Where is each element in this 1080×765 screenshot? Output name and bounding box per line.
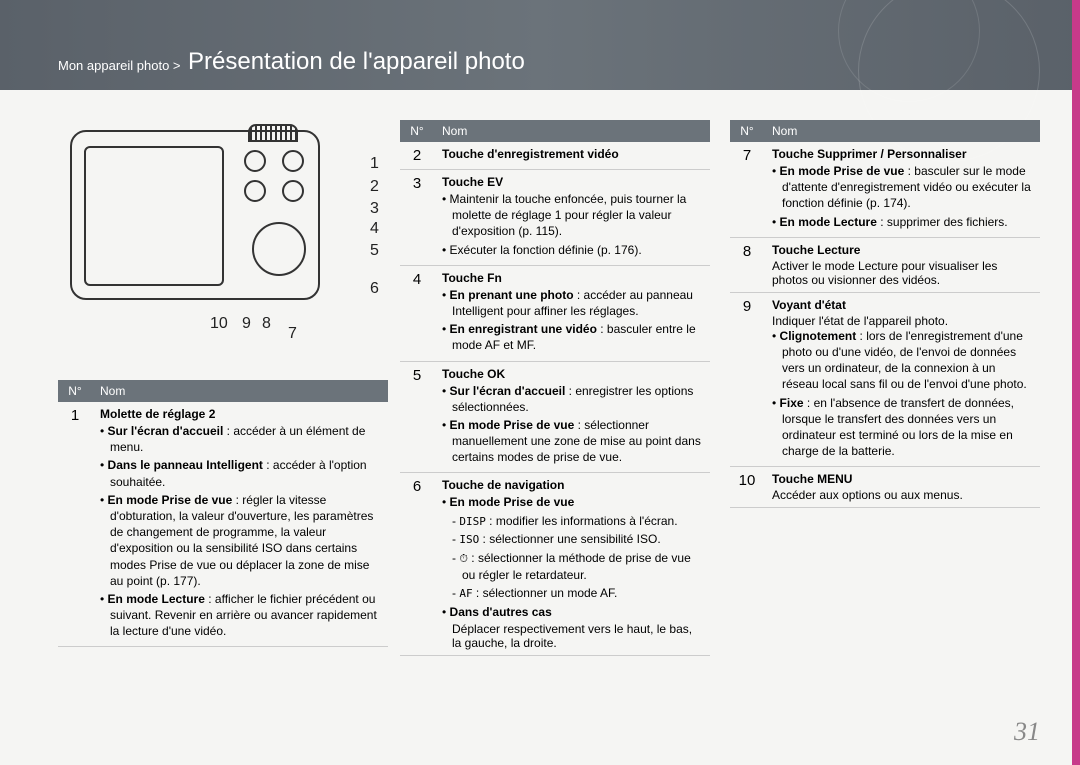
col-header-num: N°: [58, 380, 92, 402]
row-number: 4: [400, 265, 434, 361]
list-item: En mode Prise de vue : sélectionner manu…: [442, 417, 702, 466]
row-number: 1: [58, 402, 92, 647]
col-header-name: Nom: [764, 120, 1040, 142]
table-row: 1 Molette de réglage 2 Sur l'écran d'accue…: [58, 402, 388, 647]
row-content: Molette de réglage 2 Sur l'écran d'accuei…: [92, 402, 388, 647]
row-number: 10: [730, 467, 764, 508]
table-row: 8 Touche Lecture Activer le mode Lecture p…: [730, 237, 1040, 292]
row-title: Touche d'enregistrement vidéo: [442, 147, 702, 161]
callout-5: 5: [370, 242, 379, 260]
row-title: Touche Lecture: [772, 243, 1032, 257]
row-text: Activer le mode Lecture pour visualiser …: [772, 259, 1032, 287]
list-item: Dans d'autres cas: [442, 604, 702, 620]
row-content: Touche Supprimer / Personnaliser En mode …: [764, 142, 1040, 237]
table-row: 10 Touche MENU Accéder aux options ou aux …: [730, 467, 1040, 508]
row-text: Déplacer respectivement vers le haut, le…: [442, 622, 702, 650]
table-row: 2 Touche d'enregistrement vidéo: [400, 142, 710, 170]
list-item: En enregistrant une vidéo : basculer ent…: [442, 321, 702, 353]
callout-4: 4: [370, 220, 379, 238]
col-header-name: Nom: [434, 120, 710, 142]
sub-item: ⏱ : sélectionner la méthode de prise de …: [442, 550, 702, 583]
row-title: Touche Fn: [442, 271, 702, 285]
callout-6: 6: [370, 280, 379, 298]
row-content: Voyant d'état Indiquer l'état de l'appare…: [764, 292, 1040, 467]
row-number: 2: [400, 142, 434, 170]
row-number: 6: [400, 473, 434, 656]
row-text: Indiquer l'état de l'appareil photo.: [772, 314, 1032, 328]
callout-3: 3: [370, 200, 379, 218]
camera-button: [244, 150, 266, 172]
side-accent: [1072, 0, 1080, 765]
list-item: Dans le panneau Intelligent : accéder à …: [100, 457, 380, 489]
table-row: 6 Touche de navigation En mode Prise de vu…: [400, 473, 710, 656]
row-title: Touche MENU: [772, 472, 1032, 486]
row-number: 8: [730, 237, 764, 292]
col-header-num: N°: [730, 120, 764, 142]
table-row: 9 Voyant d'état Indiquer l'état de l'appar…: [730, 292, 1040, 467]
camera-button: [282, 180, 304, 202]
callout-8: 8: [262, 315, 271, 333]
row-content: Touche Fn En prenant une photo : accéder …: [434, 265, 710, 361]
page-title: Présentation de l'appareil photo: [188, 48, 525, 76]
list-item: Clignotement : lors de l'enregistrement …: [772, 328, 1032, 393]
list-item: Sur l'écran d'accueil : enregistrer les …: [442, 383, 702, 415]
list-item: En mode Prise de vue : basculer sur le m…: [772, 163, 1032, 212]
camera-dial: [248, 124, 298, 142]
callout-1: 1: [370, 155, 379, 173]
row-text: Accéder aux options ou aux menus.: [772, 488, 1032, 502]
row-title: Molette de réglage 2: [100, 407, 380, 421]
list-item: En mode Lecture : afficher le fichier pr…: [100, 591, 380, 640]
list-item: Fixe : en l'absence de transfert de donn…: [772, 395, 1032, 460]
list-item: En mode Prise de vue: [442, 494, 702, 510]
callout-7: 7: [288, 325, 297, 343]
list-item: En prenant une photo : accéder au pannea…: [442, 287, 702, 319]
page-number: 31: [1014, 717, 1040, 747]
camera-diagram: 1 2 3 4 5 6 7 8 9 10: [70, 120, 380, 350]
callout-9: 9: [242, 315, 251, 333]
sub-item: DISP : modifier les informations à l'écr…: [442, 513, 702, 530]
list-item: En mode Lecture : supprimer des fichiers…: [772, 214, 1032, 230]
row-title: Touche OK: [442, 367, 702, 381]
list-item: Maintenir la touche enfoncée, puis tourn…: [442, 191, 702, 240]
table-row: 4 Touche Fn En prenant une photo : accéder…: [400, 265, 710, 361]
callout-10: 10: [210, 315, 228, 333]
camera-button: [282, 150, 304, 172]
list-item: Sur l'écran d'accueil : accéder à un élé…: [100, 423, 380, 455]
row-title: Touche EV: [442, 175, 702, 189]
header-background: [0, 0, 1080, 90]
table-column-1: N° Nom 1 Molette de réglage 2 Sur l'écran …: [58, 380, 388, 647]
row-number: 5: [400, 361, 434, 473]
breadcrumb: Mon appareil photo >: [58, 58, 181, 73]
camera-screen: [84, 146, 224, 286]
list-item: Exécuter la fonction définie (p. 176).: [442, 242, 702, 258]
row-title: Touche de navigation: [442, 478, 702, 492]
sub-item: AF : sélectionner un mode AF.: [442, 585, 702, 602]
table-row: 5 Touche OK Sur l'écran d'accueil : enregi…: [400, 361, 710, 473]
row-title: Voyant d'état: [772, 298, 1032, 312]
row-number: 9: [730, 292, 764, 467]
row-number: 3: [400, 170, 434, 266]
callout-2: 2: [370, 178, 379, 196]
row-content: Touche Lecture Activer le mode Lecture po…: [764, 237, 1040, 292]
col-header-num: N°: [400, 120, 434, 142]
list-item: En mode Prise de vue : régler la vitesse…: [100, 492, 380, 589]
table-column-2: N° Nom 2Touche d'enregistrement vidéo3To…: [400, 120, 710, 656]
camera-body: [70, 130, 320, 300]
sub-item: ISO : sélectionner une sensibilité ISO.: [442, 531, 702, 548]
table-row: 3 Touche EV Maintenir la touche enfoncée, …: [400, 170, 710, 266]
row-content: Touche OK Sur l'écran d'accueil : enregis…: [434, 361, 710, 473]
row-title: Touche Supprimer / Personnaliser: [772, 147, 1032, 161]
camera-button: [244, 180, 266, 202]
row-content: Touche EV Maintenir la touche enfoncée, p…: [434, 170, 710, 266]
camera-control-pad: [252, 222, 306, 276]
table-column-3: N° Nom 7Touche Supprimer / Personnaliser…: [730, 120, 1040, 656]
row-content: Touche de navigation En mode Prise de vue…: [434, 473, 710, 656]
col-header-name: Nom: [92, 380, 388, 402]
row-content: Touche d'enregistrement vidéo: [434, 142, 710, 170]
row-number: 7: [730, 142, 764, 237]
row-content: Touche MENU Accéder aux options ou aux me…: [764, 467, 1040, 508]
table-row: 7 Touche Supprimer / Personnaliser En mode…: [730, 142, 1040, 237]
